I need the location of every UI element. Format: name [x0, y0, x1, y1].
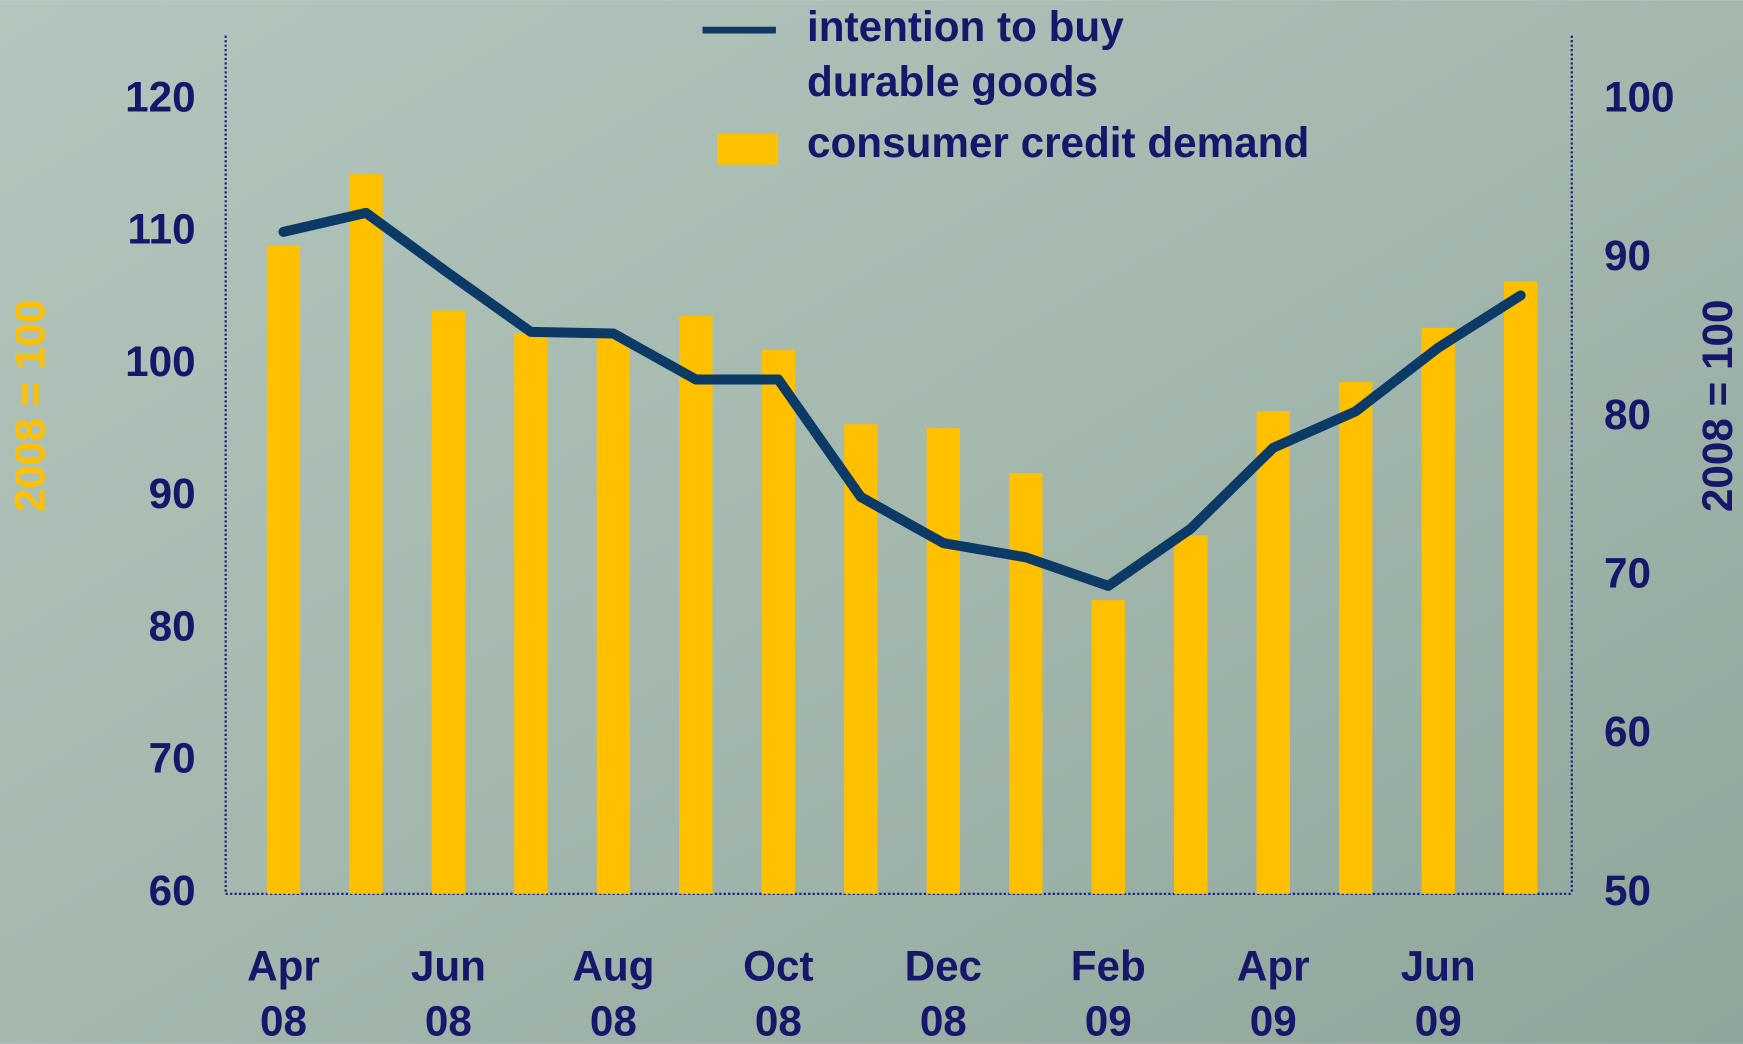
y2-tick-label: 60	[1604, 708, 1651, 755]
bar	[1009, 473, 1043, 894]
y-tick-label: 70	[149, 735, 196, 782]
bar	[266, 245, 301, 894]
bar	[514, 332, 548, 894]
legend-label: intention to buy durable goods	[807, 3, 1124, 105]
bar	[596, 338, 631, 894]
y2-tick-label: 100	[1604, 73, 1674, 120]
bar	[1504, 281, 1538, 894]
bar	[1421, 327, 1455, 894]
bar	[679, 315, 713, 894]
bar	[926, 428, 960, 894]
y-tick-label: 80	[149, 602, 196, 649]
bar	[1174, 535, 1208, 894]
x-tick-label: Aug 08	[572, 943, 654, 1044]
x-tick-label: Apr 08	[247, 943, 320, 1044]
bar	[349, 174, 383, 894]
y-tick-label: 60	[149, 867, 196, 914]
bar	[431, 310, 466, 894]
bar	[761, 350, 796, 894]
x-tick-label: Feb 09	[1071, 943, 1146, 1044]
y2-tick-label: 50	[1604, 867, 1651, 914]
line	[278, 207, 1526, 591]
y2-tick-label: 90	[1604, 232, 1651, 279]
y-axis-label: 2008 = 100	[7, 300, 54, 513]
y-tick-label: 100	[125, 338, 195, 385]
bar	[1256, 411, 1290, 894]
y2-tick-label: 80	[1604, 391, 1651, 438]
x-tick-label: Jun 08	[411, 943, 486, 1044]
x-tick-label: Dec 08	[905, 943, 982, 1044]
y2-tick-label: 70	[1604, 550, 1651, 597]
y-tick-label: 110	[128, 206, 196, 253]
legend-label: consumer credit demand	[807, 119, 1309, 166]
y-tick-label: 90	[149, 470, 196, 517]
x-tick-label: Oct 08	[743, 943, 813, 1044]
y2-axis-label: 2008 = 100	[1694, 300, 1741, 513]
bar	[1339, 381, 1373, 894]
bar	[1091, 600, 1125, 894]
legend-swatch	[716, 133, 779, 165]
y-tick-label: 120	[125, 73, 195, 120]
x-tick-label: Jun 09	[1401, 943, 1476, 1044]
x-tick-label: Apr 09	[1237, 943, 1310, 1044]
